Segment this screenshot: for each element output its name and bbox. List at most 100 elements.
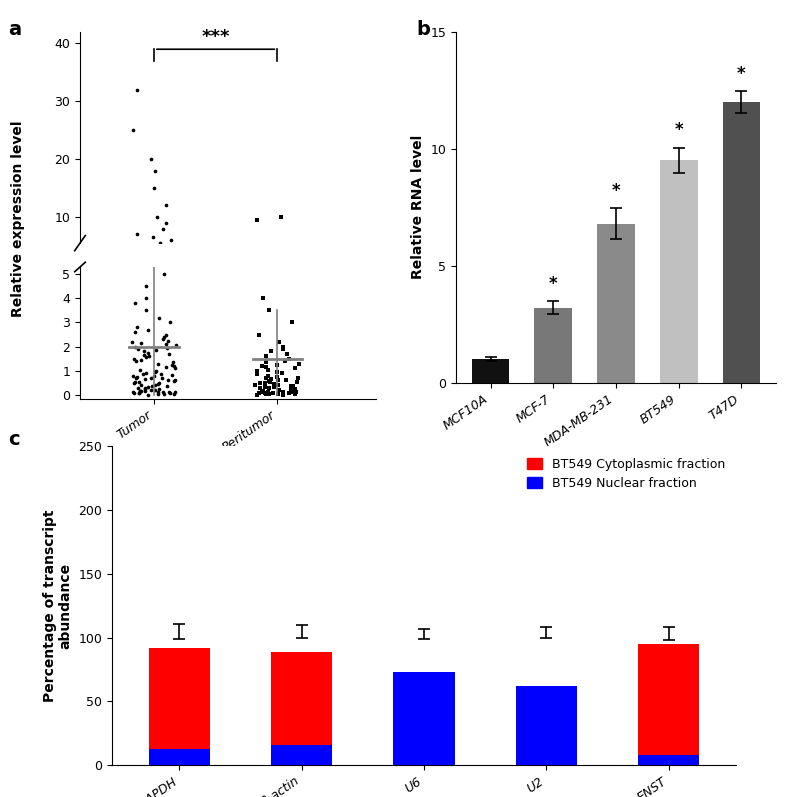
Point [138,383,151,395]
Point [129,340,142,353]
Point [127,352,140,365]
Text: a: a [8,20,21,39]
Point [168,388,181,401]
Point [271,379,284,391]
Point [166,356,179,369]
Bar [394,672,454,765]
Point [126,336,138,348]
Point [288,383,301,396]
Point [167,359,180,372]
Bar [638,755,699,765]
Point [259,381,272,394]
Point [275,210,288,223]
Point [277,385,290,398]
Point [138,345,150,358]
Y-axis label: Percentage of transcript
abundance: Percentage of transcript abundance [42,509,73,702]
Point [152,357,165,370]
Point [262,386,274,398]
Point [144,153,157,166]
Point [263,382,276,395]
Point [148,379,161,391]
Point [273,336,286,348]
Point [126,386,139,398]
Point [150,344,162,356]
Bar [472,359,510,383]
Point [277,343,290,355]
Point [270,359,283,371]
Point [252,387,265,399]
Point [267,387,280,400]
Point [169,386,182,398]
Point [130,372,142,385]
Point [289,387,302,400]
Text: *: * [549,275,558,293]
Point [262,370,275,383]
Point [139,367,152,379]
Point [132,387,145,400]
Bar [638,644,699,765]
Point [153,312,166,324]
Point [277,340,290,353]
Point [282,352,295,365]
Point [138,349,150,362]
Point [162,385,175,398]
Point [142,388,155,401]
Point [152,387,165,400]
Point [154,237,166,249]
Point [164,387,177,399]
Point [152,376,165,389]
Point [130,84,143,96]
Bar [394,727,454,765]
Point [145,371,158,384]
Point [165,359,178,371]
Point [134,354,147,367]
Point [152,386,165,398]
Point [280,374,293,387]
Point [150,210,163,223]
Point [126,124,139,136]
Point [289,362,302,375]
Point [158,268,170,281]
Point [261,363,274,376]
Point [162,347,175,360]
Point [285,380,298,393]
Point [131,371,144,383]
Point [159,217,172,230]
Point [128,387,141,399]
Point [259,356,272,369]
Point [130,228,143,241]
Bar [271,744,332,765]
Point [250,368,263,381]
Point [152,378,165,391]
Point [293,357,306,370]
Point [146,231,159,244]
Point [158,331,170,344]
Point [265,345,278,358]
Point [166,369,178,382]
Point [142,346,154,359]
Point [286,316,298,329]
Point [290,386,303,398]
Point [128,375,141,388]
Point [157,386,170,398]
Point [135,385,148,398]
Point [162,334,174,347]
Point [167,375,180,387]
Point [268,380,281,393]
Point [157,333,170,346]
Bar [149,648,210,765]
Point [278,355,291,367]
Point [162,373,174,386]
Point [140,304,153,316]
Point [254,376,267,389]
Point [277,388,290,401]
Point [158,388,170,401]
Bar [516,686,577,765]
Point [287,385,300,398]
Point [140,351,153,364]
Point [146,380,158,393]
Point [155,367,168,380]
Point [127,369,140,382]
Point [257,292,270,304]
Point [282,387,295,399]
